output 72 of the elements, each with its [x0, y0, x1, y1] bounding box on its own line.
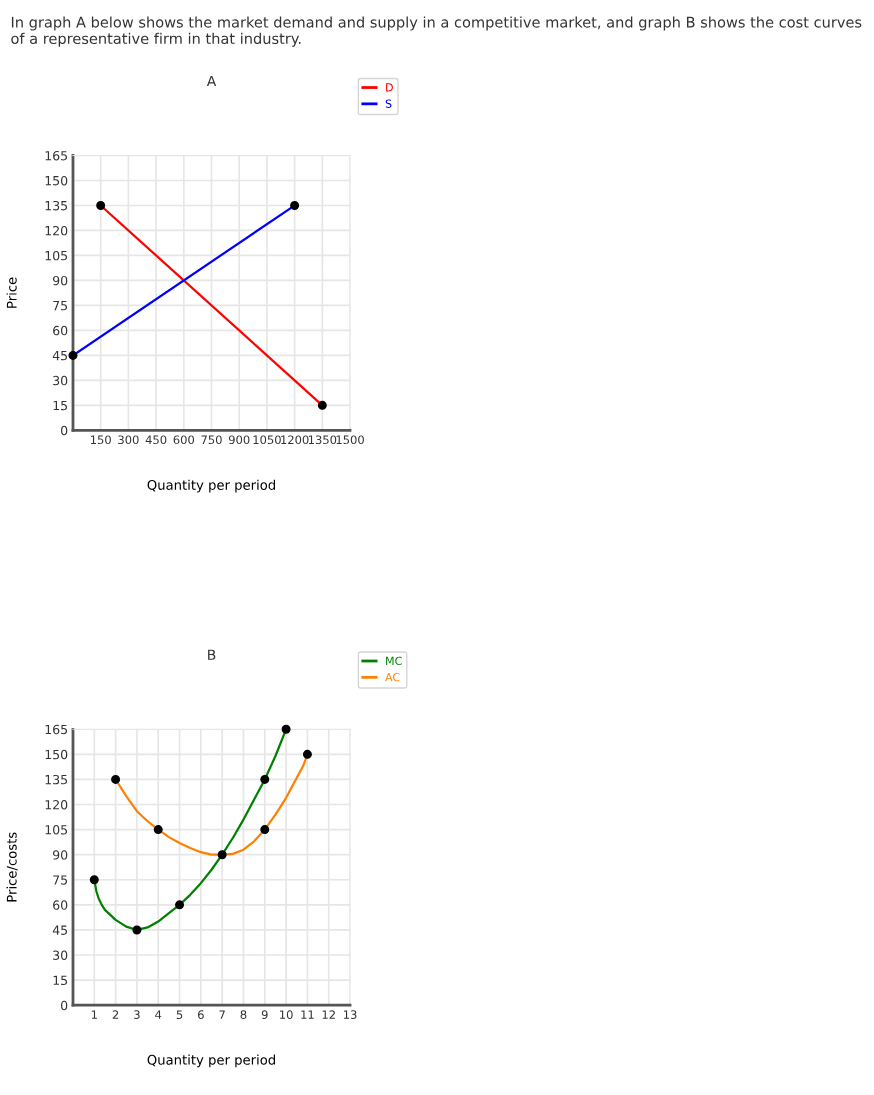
point: [260, 825, 270, 835]
point: [217, 850, 227, 860]
x-tick-label: 5: [176, 1010, 183, 1019]
y-tick-label: 45: [52, 925, 68, 935]
point: [89, 875, 99, 885]
x-tick-label: 1350: [308, 435, 337, 445]
y-tick-label: 75: [53, 301, 68, 311]
y-tick-label: 135: [45, 200, 68, 211]
point: [96, 200, 106, 210]
point: [302, 749, 312, 759]
x-axis-title: Quantity per period: [147, 1054, 275, 1068]
point: [111, 774, 121, 784]
y-tick-label: 60: [53, 900, 68, 910]
x-tick-label: 10: [280, 1010, 293, 1019]
point: [68, 350, 78, 360]
x-tick-label: 4: [155, 1010, 162, 1019]
y-tick-label: 60: [53, 325, 68, 336]
x-tick-label: 13: [343, 1010, 357, 1019]
point: [153, 825, 163, 835]
y-tick-label: 30: [53, 375, 68, 386]
x-tick-label: 3: [134, 1010, 140, 1019]
y-axis-title: Price: [6, 277, 17, 308]
y-tick-label: 105: [45, 250, 68, 261]
point: [260, 774, 270, 784]
y-tick-label: 15: [53, 400, 68, 411]
x-tick-label: 8: [240, 1010, 247, 1019]
y-tick-label: 75: [53, 875, 68, 885]
y-tick-label: 105: [45, 825, 68, 835]
x-tick-label: 1200: [281, 435, 309, 445]
y-tick-label: 135: [45, 774, 68, 785]
legend-label: S: [385, 99, 392, 108]
y-tick-label: 15: [53, 975, 68, 986]
x-tick-label: 7: [219, 1010, 225, 1019]
x-tick-label: 1500: [336, 435, 364, 445]
x-tick-label: 12: [322, 1010, 335, 1019]
y-tick-label: 120: [45, 225, 68, 236]
y-tick-label: 0: [60, 1000, 68, 1011]
point: [290, 200, 300, 210]
legend-label: D: [386, 83, 393, 92]
point: [132, 925, 142, 935]
x-tick-label: 600: [173, 435, 195, 445]
x-tick-label: 9: [261, 1010, 268, 1019]
point: [317, 400, 327, 410]
x-tick-label: 900: [228, 435, 250, 445]
y-tick-label: 150: [45, 749, 68, 760]
point: [175, 900, 185, 910]
y-tick-label: 90: [53, 850, 68, 860]
y-tick-label: 45: [52, 351, 68, 361]
y-tick-label: 150: [45, 175, 68, 186]
x-tick-label: 1050: [253, 435, 281, 445]
x-tick-label: 2: [112, 1010, 119, 1019]
y-tick-label: 30: [53, 950, 68, 960]
x-tick-label: 6: [197, 1010, 204, 1019]
y-tick-label: 90: [53, 275, 68, 286]
x-axis-title: Quantity per period: [147, 479, 275, 493]
chart-title: A: [206, 75, 217, 87]
x-tick-label: 11: [301, 1010, 314, 1019]
y-tick-label: 120: [45, 800, 68, 810]
legend-label: MC: [386, 656, 402, 666]
legend-label: AC: [385, 672, 400, 682]
y-tick-label: 165: [45, 724, 68, 735]
y-axis-title: Price/costs: [6, 832, 18, 902]
x-tick-label: 1: [91, 1010, 97, 1019]
point: [281, 724, 291, 734]
text: In graph A below shows the market demand and supply in a competitive market, and graph B shows the cost curves of a representative firm in that industry.: [11, 16, 862, 47]
x-tick-label: 450: [145, 435, 167, 445]
chart-title: B: [208, 649, 216, 660]
y-tick-label: 0: [60, 425, 68, 436]
x-tick-label: 150: [90, 435, 111, 445]
x-tick-label: 300: [118, 435, 139, 445]
x-tick-label: 750: [201, 435, 222, 445]
y-tick-label: 165: [45, 150, 68, 161]
